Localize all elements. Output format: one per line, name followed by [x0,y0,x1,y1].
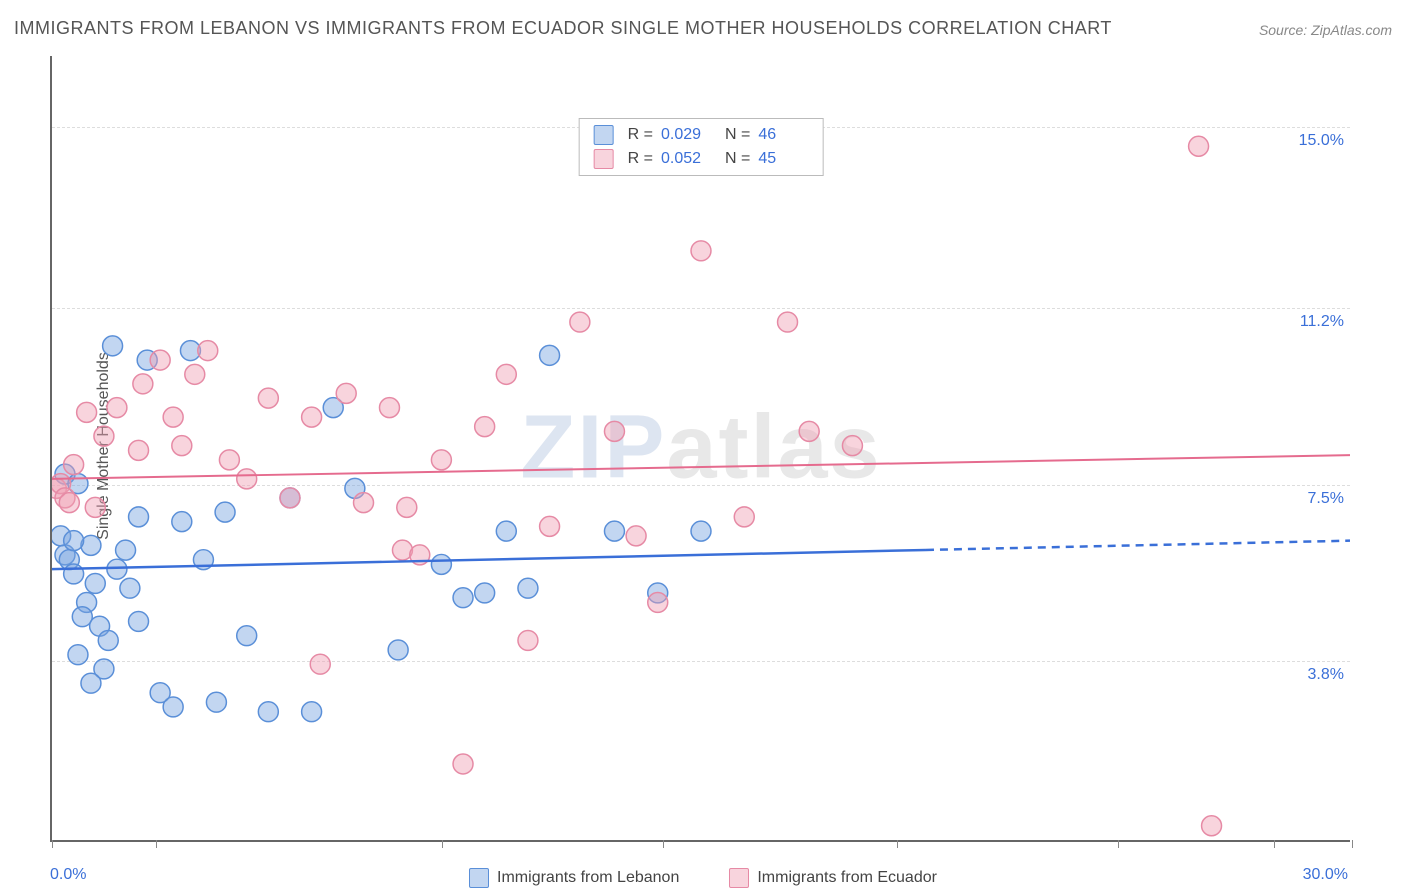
data-point [302,407,322,427]
series-legend: Immigrants from Lebanon Immigrants from … [0,868,1406,888]
data-point [64,455,84,475]
data-point [107,559,127,579]
data-point [842,436,862,456]
data-point [626,526,646,546]
data-point [133,374,153,394]
r-label: R = [628,126,653,144]
legend-swatch-lebanon [469,868,489,888]
data-point [388,640,408,660]
data-point [68,645,88,665]
r-label: R = [628,150,653,168]
data-point [77,402,97,422]
series-name-lebanon: Immigrants from Lebanon [497,869,679,887]
data-point [81,673,101,693]
data-point [163,697,183,717]
data-point [691,241,711,261]
data-point [219,450,239,470]
data-point [215,502,235,522]
data-point [778,312,798,332]
data-point [570,312,590,332]
data-point [431,450,451,470]
data-point [354,493,374,513]
data-point [150,350,170,370]
data-point [496,364,516,384]
data-point [280,488,300,508]
data-point [1202,816,1222,836]
data-point [237,469,257,489]
data-point [540,516,560,536]
n-label: N = [725,150,750,168]
data-point [116,540,136,560]
legend-item-ecuador: Immigrants from Ecuador [729,868,937,888]
data-point [518,630,538,650]
r-value-ecuador: 0.052 [661,150,711,168]
data-point [185,364,205,384]
data-point [129,611,149,631]
data-point [540,345,560,365]
data-point [453,588,473,608]
trend-line [52,455,1350,479]
data-point [1189,136,1209,156]
data-point [691,521,711,541]
data-point [103,336,123,356]
data-point [648,592,668,612]
data-point [129,507,149,527]
data-point [64,531,84,551]
legend-row-lebanon: R = 0.029 N = 46 [594,123,809,147]
data-point [336,383,356,403]
data-point [237,626,257,646]
data-point [379,398,399,418]
correlation-legend: R = 0.029 N = 46 R = 0.052 N = 45 [579,118,824,176]
data-point [172,436,192,456]
legend-swatch-ecuador [729,868,749,888]
data-point [604,521,624,541]
data-point [85,497,105,517]
n-value-ecuador: 45 [758,150,808,168]
data-point [475,583,495,603]
data-point [518,578,538,598]
data-point [107,398,127,418]
data-point [59,493,79,513]
data-point [85,573,105,593]
data-point [258,388,278,408]
series-name-ecuador: Immigrants from Ecuador [757,869,937,887]
r-value-lebanon: 0.029 [661,126,711,144]
data-point [302,702,322,722]
data-point [120,578,140,598]
data-point [94,426,114,446]
data-point [604,421,624,441]
data-point [453,754,473,774]
data-point [431,554,451,574]
n-value-lebanon: 46 [758,126,808,144]
source-attribution: Source: ZipAtlas.com [1259,22,1392,38]
data-point [64,564,84,584]
data-point [475,417,495,437]
legend-row-ecuador: R = 0.052 N = 45 [594,147,809,171]
trend-line [52,550,926,569]
correlation-chart: IMMIGRANTS FROM LEBANON VS IMMIGRANTS FR… [0,0,1406,892]
data-point [206,692,226,712]
trend-line-dashed [926,541,1350,550]
data-point [496,521,516,541]
data-point [198,341,218,361]
n-label: N = [725,126,750,144]
plot-area: ZIPatlas R = 0.029 N = 46 R = 0.052 N = … [50,56,1350,842]
data-point [310,654,330,674]
data-point [163,407,183,427]
data-point [129,440,149,460]
data-point [734,507,754,527]
data-point [799,421,819,441]
data-point [258,702,278,722]
data-point [397,497,417,517]
data-point [172,512,192,532]
legend-item-lebanon: Immigrants from Lebanon [469,868,679,888]
chart-title: IMMIGRANTS FROM LEBANON VS IMMIGRANTS FR… [14,18,1112,39]
legend-swatch-ecuador [594,149,614,169]
data-point [98,630,118,650]
legend-swatch-lebanon [594,125,614,145]
